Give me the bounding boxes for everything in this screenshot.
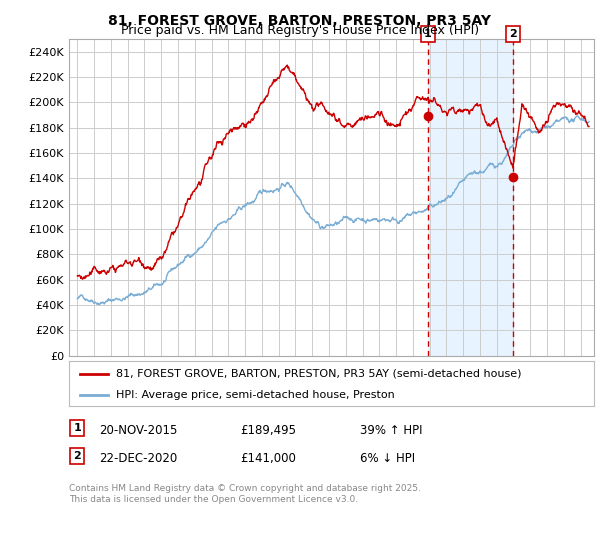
Text: 22-DEC-2020: 22-DEC-2020 <box>99 452 177 465</box>
Text: £141,000: £141,000 <box>240 452 296 465</box>
Text: 6% ↓ HPI: 6% ↓ HPI <box>360 452 415 465</box>
Text: 1: 1 <box>424 29 432 39</box>
Text: Contains HM Land Registry data © Crown copyright and database right 2025.
This d: Contains HM Land Registry data © Crown c… <box>69 484 421 504</box>
Text: HPI: Average price, semi-detached house, Preston: HPI: Average price, semi-detached house,… <box>116 390 395 400</box>
Text: 1: 1 <box>73 423 81 433</box>
Text: £189,495: £189,495 <box>240 424 296 437</box>
Text: Price paid vs. HM Land Registry's House Price Index (HPI): Price paid vs. HM Land Registry's House … <box>121 24 479 37</box>
Text: 2: 2 <box>509 29 517 39</box>
Text: 81, FOREST GROVE, BARTON, PRESTON, PR3 5AY: 81, FOREST GROVE, BARTON, PRESTON, PR3 5… <box>109 14 491 28</box>
Text: 2: 2 <box>73 451 81 461</box>
Text: 20-NOV-2015: 20-NOV-2015 <box>99 424 178 437</box>
Bar <box>428 39 513 356</box>
Text: 81, FOREST GROVE, BARTON, PRESTON, PR3 5AY (semi-detached house): 81, FOREST GROVE, BARTON, PRESTON, PR3 5… <box>116 368 522 379</box>
Text: 39% ↑ HPI: 39% ↑ HPI <box>360 424 422 437</box>
